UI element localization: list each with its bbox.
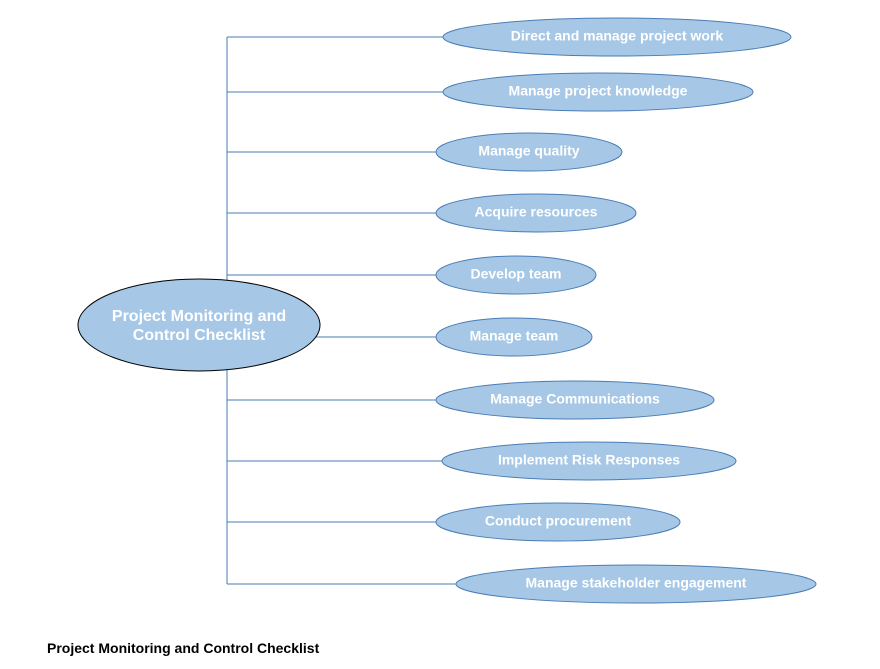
child-node: Manage Communications bbox=[436, 381, 714, 419]
child-node-label: Manage project knowledge bbox=[509, 83, 688, 99]
child-node: Manage project knowledge bbox=[443, 73, 753, 111]
child-node-label: Manage Communications bbox=[490, 391, 660, 407]
child-node-label: Develop team bbox=[470, 266, 561, 282]
root-node: Project Monitoring andControl Checklist bbox=[78, 279, 320, 371]
child-node: Acquire resources bbox=[436, 194, 636, 232]
child-node-label: Direct and manage project work bbox=[511, 28, 724, 44]
child-node: Direct and manage project work bbox=[443, 18, 791, 56]
child-node: Develop team bbox=[436, 256, 596, 294]
child-node-label: Manage team bbox=[470, 328, 559, 344]
child-node-label: Implement Risk Responses bbox=[498, 452, 680, 468]
child-node: Conduct procurement bbox=[436, 503, 680, 541]
child-node: Manage stakeholder engagement bbox=[456, 565, 816, 603]
child-node-label: Manage stakeholder engagement bbox=[526, 575, 747, 591]
child-node: Manage team bbox=[436, 318, 592, 356]
child-node-label: Conduct procurement bbox=[485, 513, 632, 529]
diagram-canvas: Direct and manage project work Manage pro… bbox=[0, 0, 880, 669]
child-node-label: Acquire resources bbox=[475, 204, 598, 220]
child-node: Implement Risk Responses bbox=[442, 442, 736, 480]
child-node: Manage quality bbox=[436, 133, 622, 171]
diagram-caption: Project Monitoring and Control Checklist bbox=[47, 640, 319, 656]
child-node-label: Manage quality bbox=[478, 143, 579, 159]
